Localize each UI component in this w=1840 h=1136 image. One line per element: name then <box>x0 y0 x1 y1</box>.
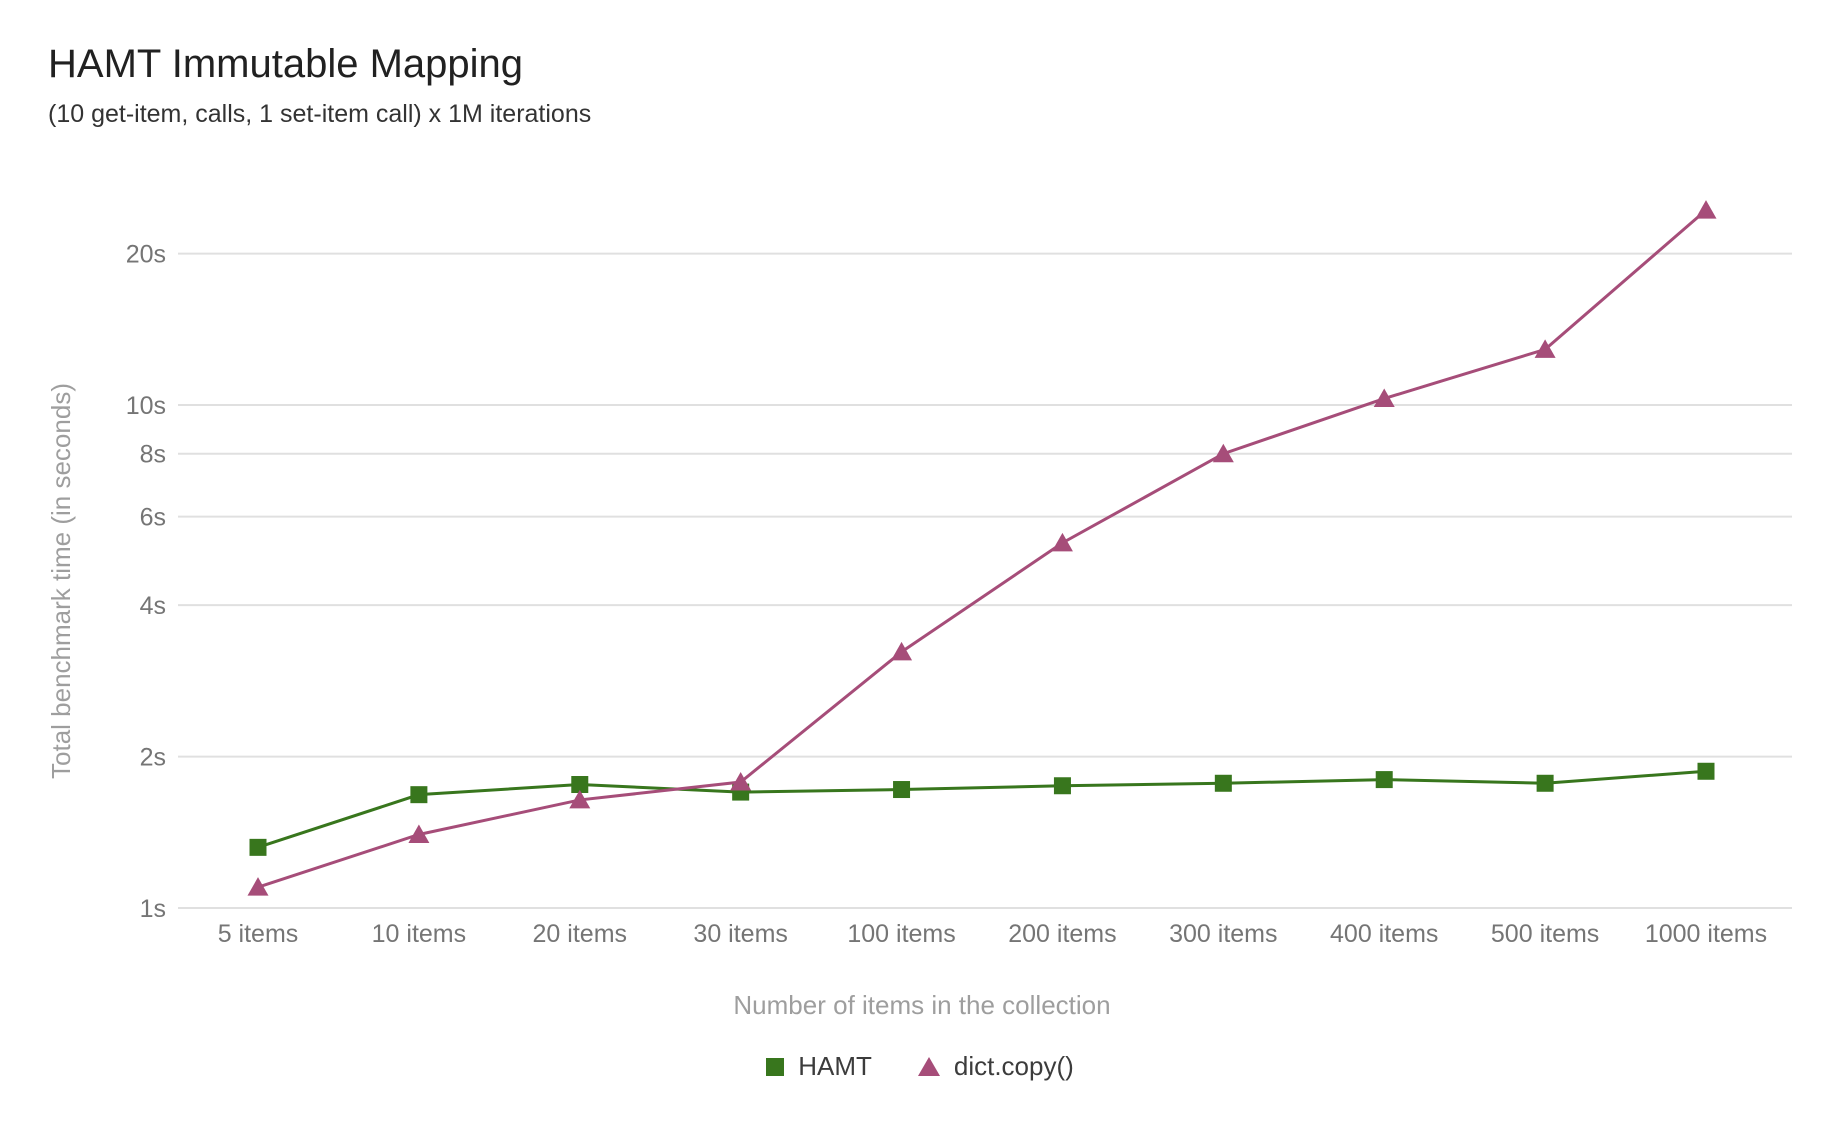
dict-copy-point-100-items <box>891 641 913 661</box>
y-tick-label-20s: 20s <box>126 241 166 269</box>
chart-subtitle: (10 get-item, calls, 1 set-item call) x … <box>48 100 592 128</box>
hamt-point-20-items <box>571 776 589 794</box>
x-label-300-items: 300 items <box>1169 920 1277 948</box>
legend-item-dict-copy: dict.copy() <box>917 1051 1074 1082</box>
legend-label-hamt: HAMT <box>798 1051 872 1081</box>
legend-item-hamt: HAMT <box>766 1051 872 1082</box>
x-label-1000-items: 1000 items <box>1645 920 1767 948</box>
hamt-line <box>257 769 1707 849</box>
x-label-100-items: 100 items <box>847 920 955 948</box>
x-label-20-items: 20 items <box>533 920 627 948</box>
y-tick-labels: 1s 2s 4s 6s 8s 10s 20s <box>126 241 166 923</box>
x-label-200-items: 200 items <box>1008 920 1116 948</box>
dict-copy-triangle-swatch-icon <box>917 1057 940 1076</box>
dict-copy-point-500-items <box>1534 339 1556 358</box>
dict-copy-point-30-items <box>730 772 752 791</box>
dict-copy-point-300-items <box>1212 443 1234 463</box>
dict-copy-point-400-items <box>1373 388 1395 408</box>
hamt-square-swatch-icon <box>766 1057 785 1076</box>
x-label-5-items: 5 items <box>218 920 299 948</box>
y-tick-label-6s: 6s <box>140 504 166 532</box>
x-label-30-items: 30 items <box>693 920 787 948</box>
hamt-point-400-items <box>1375 771 1393 789</box>
y-axis-title: Total benchmark time (in seconds) <box>46 383 76 779</box>
x-axis-title: Number of items in the collection <box>733 990 1110 1020</box>
hamt-point-200-items <box>1053 777 1071 795</box>
chart-title: HAMT Immutable Mapping <box>48 42 523 86</box>
hamt-point-10-items <box>410 786 428 804</box>
dict-copy-point-5-items <box>247 877 269 896</box>
hamt-point-300-items <box>1214 774 1232 792</box>
dict-copy-point-1000-items <box>1695 200 1717 219</box>
x-category-labels: 5 items 10 items 20 items 30 items 100 items… <box>218 920 1767 948</box>
x-label-400-items: 400 items <box>1330 920 1438 948</box>
series-layer <box>247 200 1717 896</box>
y-tick-label-10s: 10s <box>126 392 166 420</box>
hamt-point-100-items <box>893 781 911 799</box>
dict-copy-line <box>257 209 1707 889</box>
dict-copy-point-10-items <box>408 824 430 843</box>
hamt-point-5-items <box>249 838 267 856</box>
dict-copy-point-20-items <box>569 789 591 809</box>
hamt-point-1000-items <box>1697 762 1715 780</box>
legend-label-dict-copy: dict.copy() <box>953 1051 1074 1081</box>
y-tick-label-8s: 8s <box>140 441 166 469</box>
x-label-500-items: 500 items <box>1491 920 1599 948</box>
y-tick-label-2s: 2s <box>140 744 166 772</box>
chart-legend: HAMT dict.copy() <box>0 1051 1840 1082</box>
y-tick-label-4s: 4s <box>140 592 166 620</box>
dict-copy-point-200-items <box>1051 532 1073 552</box>
y-tick-label-1s: 1s <box>140 895 166 923</box>
gridlines <box>178 252 1792 909</box>
hamt-point-500-items <box>1536 774 1554 792</box>
x-label-10-items: 10 items <box>372 920 466 948</box>
